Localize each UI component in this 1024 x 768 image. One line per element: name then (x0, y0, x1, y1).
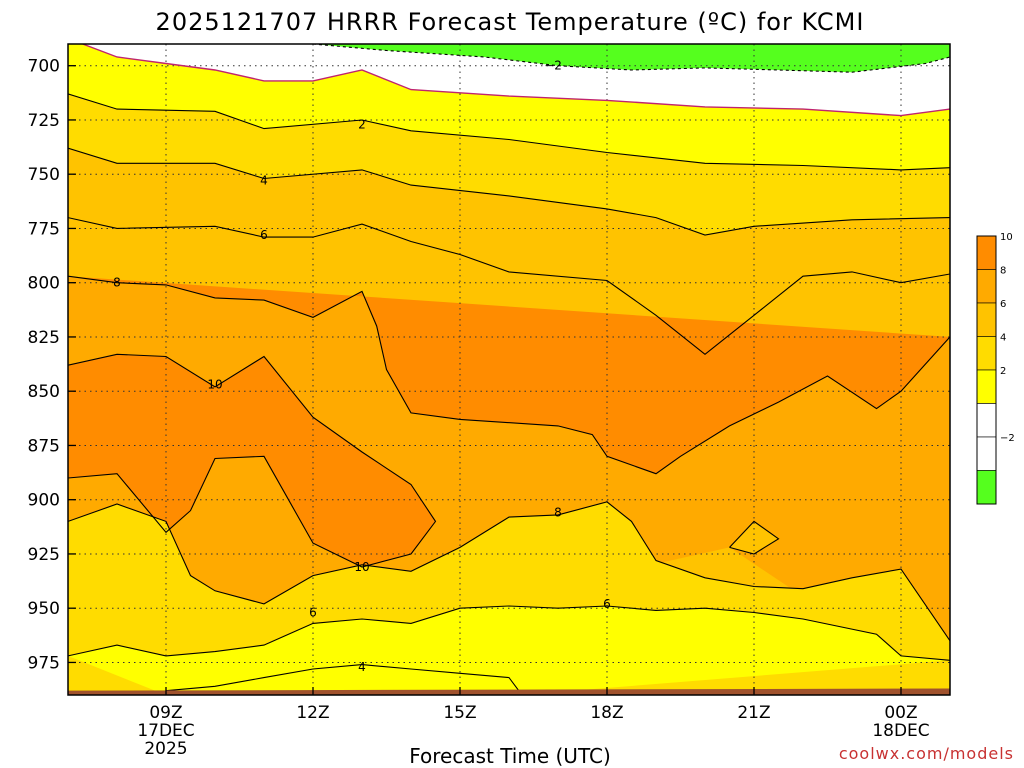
y-tick-label: 950 (28, 599, 60, 619)
isotherm-line (68, 275, 950, 475)
isotherm-line (68, 353, 437, 568)
fill-band-above-10 (68, 276, 950, 474)
contour-label: 4 (260, 174, 268, 188)
legend-swatch (976, 302, 997, 337)
contour-label: 6 (309, 606, 317, 620)
x-tick-label: 00Z (884, 703, 917, 723)
legend-label: 4 (1000, 333, 1006, 344)
plot-area: −2 2 4 6 8 10 8 10 6 6 4 (67, 43, 951, 696)
color-legend: −2 2 4 6 8 10 (976, 232, 1015, 505)
contour-label: 6 (603, 597, 611, 611)
x-tick-label: 17DEC (137, 721, 194, 741)
legend-label: −2 (1000, 433, 1015, 444)
isotherm-line (82, 44, 950, 117)
y-tick-label: 925 (28, 545, 60, 565)
chart-title: 2025121707 HRRR Forecast Temperature (ºC… (156, 8, 865, 36)
isotherm-line (68, 93, 950, 171)
temperature-fills (68, 44, 950, 695)
legend-swatch (976, 403, 997, 438)
legend-label: 8 (1000, 266, 1006, 277)
x-tick-label: 21Z (737, 703, 770, 723)
isotherm-line (312, 44, 950, 73)
y-tick-label: 875 (28, 436, 60, 456)
y-axis: 700 725 750 775 800 825 850 875 900 925 950 975 (28, 57, 76, 673)
x-tick-label: 2025 (144, 739, 187, 759)
x-tick-label: 09Z (149, 703, 182, 723)
y-tick-label: 775 (28, 219, 60, 239)
plot-frame (67, 43, 951, 696)
y-tick-label: 800 (28, 274, 60, 294)
isotherm-line (729, 520, 780, 555)
y-tick-label: 725 (28, 111, 60, 131)
isotherms (68, 44, 950, 695)
contour-label: −2 (544, 59, 562, 73)
legend-swatch (976, 470, 997, 505)
legend-label: 10 (1000, 232, 1013, 243)
x-tick-label: 18DEC (872, 721, 929, 741)
y-tick-label: 750 (28, 165, 60, 185)
gridlines (68, 44, 950, 695)
y-tick-label: 975 (28, 653, 60, 673)
y-tick-label: 850 (28, 382, 60, 402)
isotherm-line (68, 147, 950, 236)
isotherm-line (68, 217, 950, 356)
legend-swatch (976, 235, 997, 270)
legend-label: 2 (1000, 366, 1006, 377)
isotherm-line (165, 664, 520, 692)
contour-label: 10 (354, 560, 369, 574)
fill-band-8-10 (68, 44, 950, 695)
fill-band-below-minus2 (313, 44, 950, 73)
x-tick-label: 15Z (443, 703, 476, 723)
y-tick-label: 700 (28, 57, 60, 77)
contour-label: 10 (207, 378, 222, 392)
legend-label: 6 (1000, 299, 1006, 310)
legend-swatch (976, 369, 997, 404)
fill-band-above-10-small (68, 354, 436, 567)
contour-label: 8 (554, 506, 562, 520)
contour-label: 8 (113, 276, 121, 290)
legend-swatch (976, 269, 997, 304)
contour-labels: −2 2 4 6 8 10 8 10 6 6 4 (113, 59, 611, 674)
legend-frame (976, 235, 997, 505)
y-tick-label: 825 (28, 328, 60, 348)
contour-label: 4 (358, 660, 366, 674)
contour-label: 6 (260, 228, 268, 242)
isotherm-line (68, 501, 950, 642)
x-axis-label: Forecast Time (UTC) (409, 744, 611, 768)
legend-swatch (976, 336, 997, 371)
y-tick-label: 900 (28, 491, 60, 511)
legend-swatch (976, 436, 997, 471)
surface-ground (68, 688, 950, 695)
x-tick-label: 18Z (590, 703, 623, 723)
x-tick-label: 12Z (296, 703, 329, 723)
isotherm-line (68, 605, 950, 661)
credit-text: coolwx.com/models (839, 744, 1014, 763)
contour-label: 2 (358, 117, 366, 131)
